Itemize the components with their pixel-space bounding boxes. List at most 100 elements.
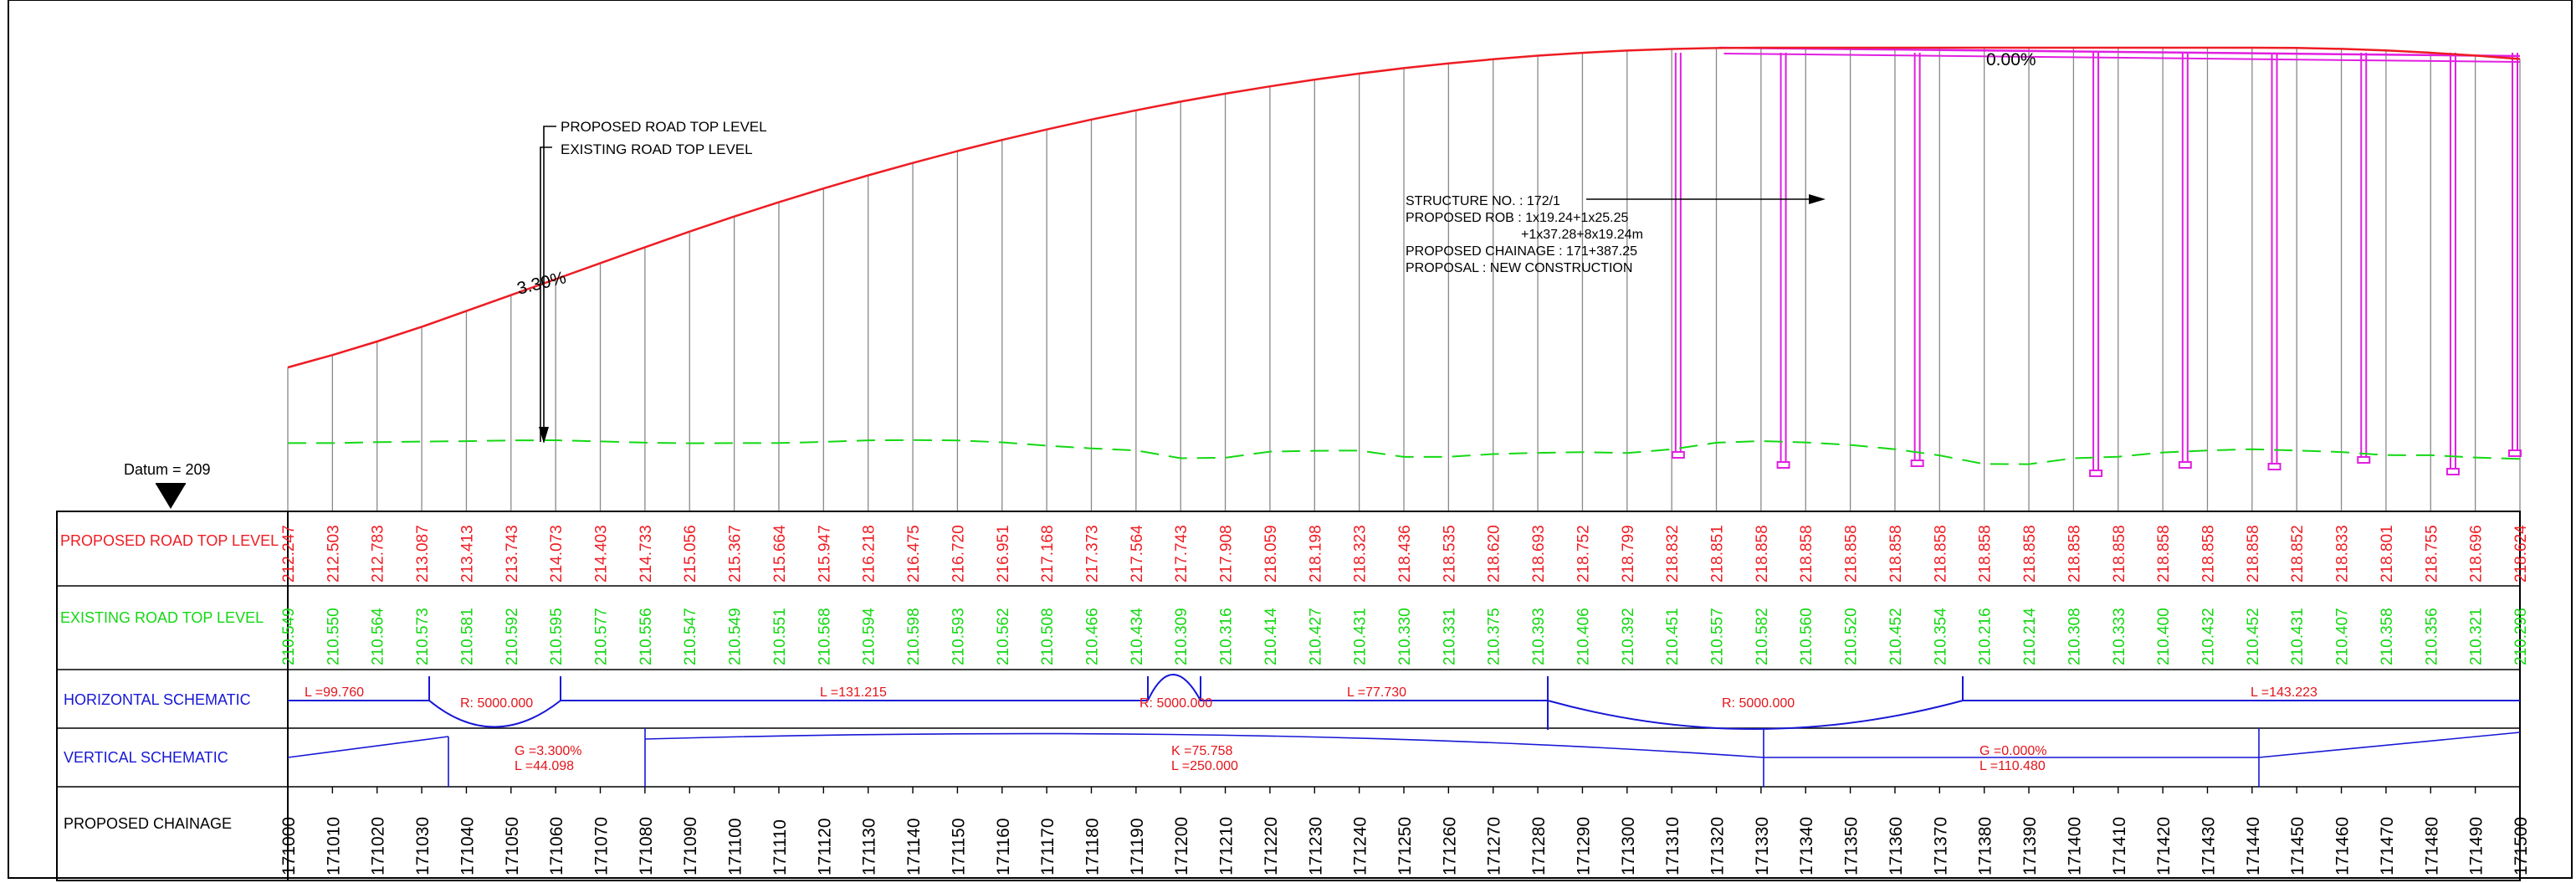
existing-level-value: 210.520 <box>1843 608 1861 665</box>
chainage-value: 171060 <box>547 817 566 875</box>
leader-proposed-label: PROPOSED ROAD TOP LEVEL <box>561 119 767 135</box>
existing-level-value: 210.598 <box>905 608 923 665</box>
rob-pier-footing <box>1910 459 1924 467</box>
chainage-value: 171240 <box>1351 817 1370 875</box>
rob-pier-footing <box>1776 461 1790 469</box>
proposed-level-value: 212.503 <box>325 525 342 583</box>
existing-level-values: 210.549 210.550 210.564 210.573 210.581 210.5… <box>280 608 2530 665</box>
existing-level-value: 210.568 <box>816 608 833 665</box>
h-segment-label: L =99.760 <box>305 685 364 700</box>
proposed-level-value: 218.198 <box>1307 525 1324 583</box>
structure-note-line: STRUCTURE NO. : 172/1 <box>1406 194 1560 208</box>
proposed-level-value: 215.947 <box>816 525 833 583</box>
existing-level-value: 210.508 <box>1039 608 1057 665</box>
proposed-level-value: 218.858 <box>1798 525 1815 583</box>
chainage-value: 171340 <box>1797 817 1816 875</box>
proposed-level-values: 212.247 212.503 212.783 213.087 213.413 213.7… <box>280 525 2530 583</box>
chainage-value: 171310 <box>1663 817 1682 875</box>
rob-pier-footing <box>1671 451 1685 459</box>
existing-level-value: 210.551 <box>771 608 789 665</box>
chainage-value: 171130 <box>860 818 879 875</box>
proposed-level-value: 216.475 <box>905 525 923 583</box>
existing-level-value: 210.333 <box>2111 608 2128 665</box>
chainage-value: 171330 <box>1753 817 1772 875</box>
datum-triangle-icon <box>156 484 186 509</box>
proposed-level-value: 216.720 <box>950 525 967 583</box>
chainage-value: 171270 <box>1485 817 1504 875</box>
h-segment-label: R: 5000.000 <box>1139 696 1212 711</box>
chainage-value: 171260 <box>1440 817 1459 875</box>
chainage-value: 171370 <box>1931 817 1950 875</box>
top-grade-label: 0.00% <box>1986 50 2036 69</box>
rob-pier-footing <box>2178 461 2192 469</box>
existing-level-value: 210.354 <box>1932 608 1949 665</box>
proposed-level-value: 215.367 <box>727 525 745 583</box>
existing-level-value: 210.549 <box>280 608 298 665</box>
v-segment-label: G =0.000% <box>1979 744 2047 758</box>
proposed-road-line <box>287 46 2521 369</box>
chainage-value: 171030 <box>413 817 433 875</box>
proposed-level-value: 214.403 <box>593 525 611 583</box>
existing-level-value: 210.434 <box>1129 608 1146 665</box>
existing-level-value: 210.560 <box>1798 608 1815 665</box>
existing-level-value: 210.330 <box>1396 608 1414 665</box>
chainage-value: 171020 <box>369 817 388 875</box>
sheet-border <box>8 0 2573 879</box>
chainage-value: 171450 <box>2288 817 2307 875</box>
proposed-level-value: 217.168 <box>1039 525 1057 583</box>
structure-note-line: PROPOSED CHAINAGE : 171+387.25 <box>1406 244 1637 259</box>
h-segment-label: L =131.215 <box>820 685 887 700</box>
existing-level-value: 210.452 <box>1887 608 1905 665</box>
proposed-level-value: 218.620 <box>1486 525 1503 583</box>
row-label-horizontal: HORIZONTAL SCHEMATIC <box>64 691 251 708</box>
rob-pier-footing <box>2445 468 2460 475</box>
proposed-level-value: 218.858 <box>1754 525 1771 583</box>
proposed-level-value: 213.087 <box>414 525 432 583</box>
proposed-level-value: 218.832 <box>1664 525 1682 583</box>
chainage-value: 171010 <box>324 817 343 875</box>
horizontal-schematic: L =99.760 R: 5000.000 L =131.215 R: 5000… <box>288 674 2520 730</box>
existing-level-value: 210.432 <box>2200 608 2217 665</box>
chainage-value: 171500 <box>2512 817 2531 875</box>
chainage-value: 171090 <box>681 817 700 875</box>
leader-existing-label: EXISTING ROAD TOP LEVEL <box>561 141 753 157</box>
proposed-level-value: 218.801 <box>2379 525 2396 583</box>
existing-level-value: 210.331 <box>1441 608 1458 665</box>
existing-level-value: 210.593 <box>950 608 967 665</box>
proposed-level-value: 213.743 <box>504 525 521 583</box>
rise-grade-label: 3.30% <box>515 268 568 299</box>
existing-level-value: 210.592 <box>504 608 521 665</box>
proposed-level-value: 218.624 <box>2512 525 2530 583</box>
existing-level-value: 210.549 <box>727 608 745 665</box>
row-label-proposed: PROPOSED ROAD TOP LEVEL <box>60 532 279 549</box>
proposed-level-value: 217.373 <box>1083 525 1101 583</box>
proposed-level-value: 218.752 <box>1575 525 1592 583</box>
structure-note-line: +1x37.28+8x19.24m <box>1521 228 1643 242</box>
existing-level-value: 210.308 <box>2066 608 2083 665</box>
existing-level-value: 210.375 <box>1486 608 1503 665</box>
proposed-level-value: 218.858 <box>2155 525 2173 583</box>
chainage-value: 171460 <box>2333 817 2353 875</box>
existing-level-value: 210.393 <box>1530 608 1548 665</box>
chainage-value: 171360 <box>1887 817 1906 875</box>
chainage-value: 171380 <box>1976 817 1995 875</box>
existing-level-value: 210.452 <box>2245 608 2262 665</box>
chainage-value: 171490 <box>2467 817 2486 875</box>
v-segment-label: K =75.758 <box>1171 744 1233 758</box>
chainage-value: 171160 <box>994 818 1013 875</box>
h-segment-label: L =77.730 <box>1347 685 1406 700</box>
rob-structure <box>1671 46 2522 477</box>
chainage-value: 171200 <box>1172 817 1191 875</box>
existing-level-value: 210.358 <box>2379 608 2396 665</box>
v-segment-label: G =3.300% <box>515 744 582 758</box>
rob-deck-bottom <box>1723 53 2521 63</box>
chainage-value: 171110 <box>771 819 790 875</box>
chainage-value: 171410 <box>2110 817 2129 875</box>
arrow-icon <box>1809 194 1826 204</box>
existing-level-value: 210.595 <box>548 608 566 665</box>
proposed-level-value: 218.833 <box>2334 525 2352 583</box>
chainage-value: 171280 <box>1529 817 1549 875</box>
row-label-existing: EXISTING ROAD TOP LEVEL <box>60 609 264 626</box>
v-segment-label: L =110.480 <box>1979 759 2046 773</box>
